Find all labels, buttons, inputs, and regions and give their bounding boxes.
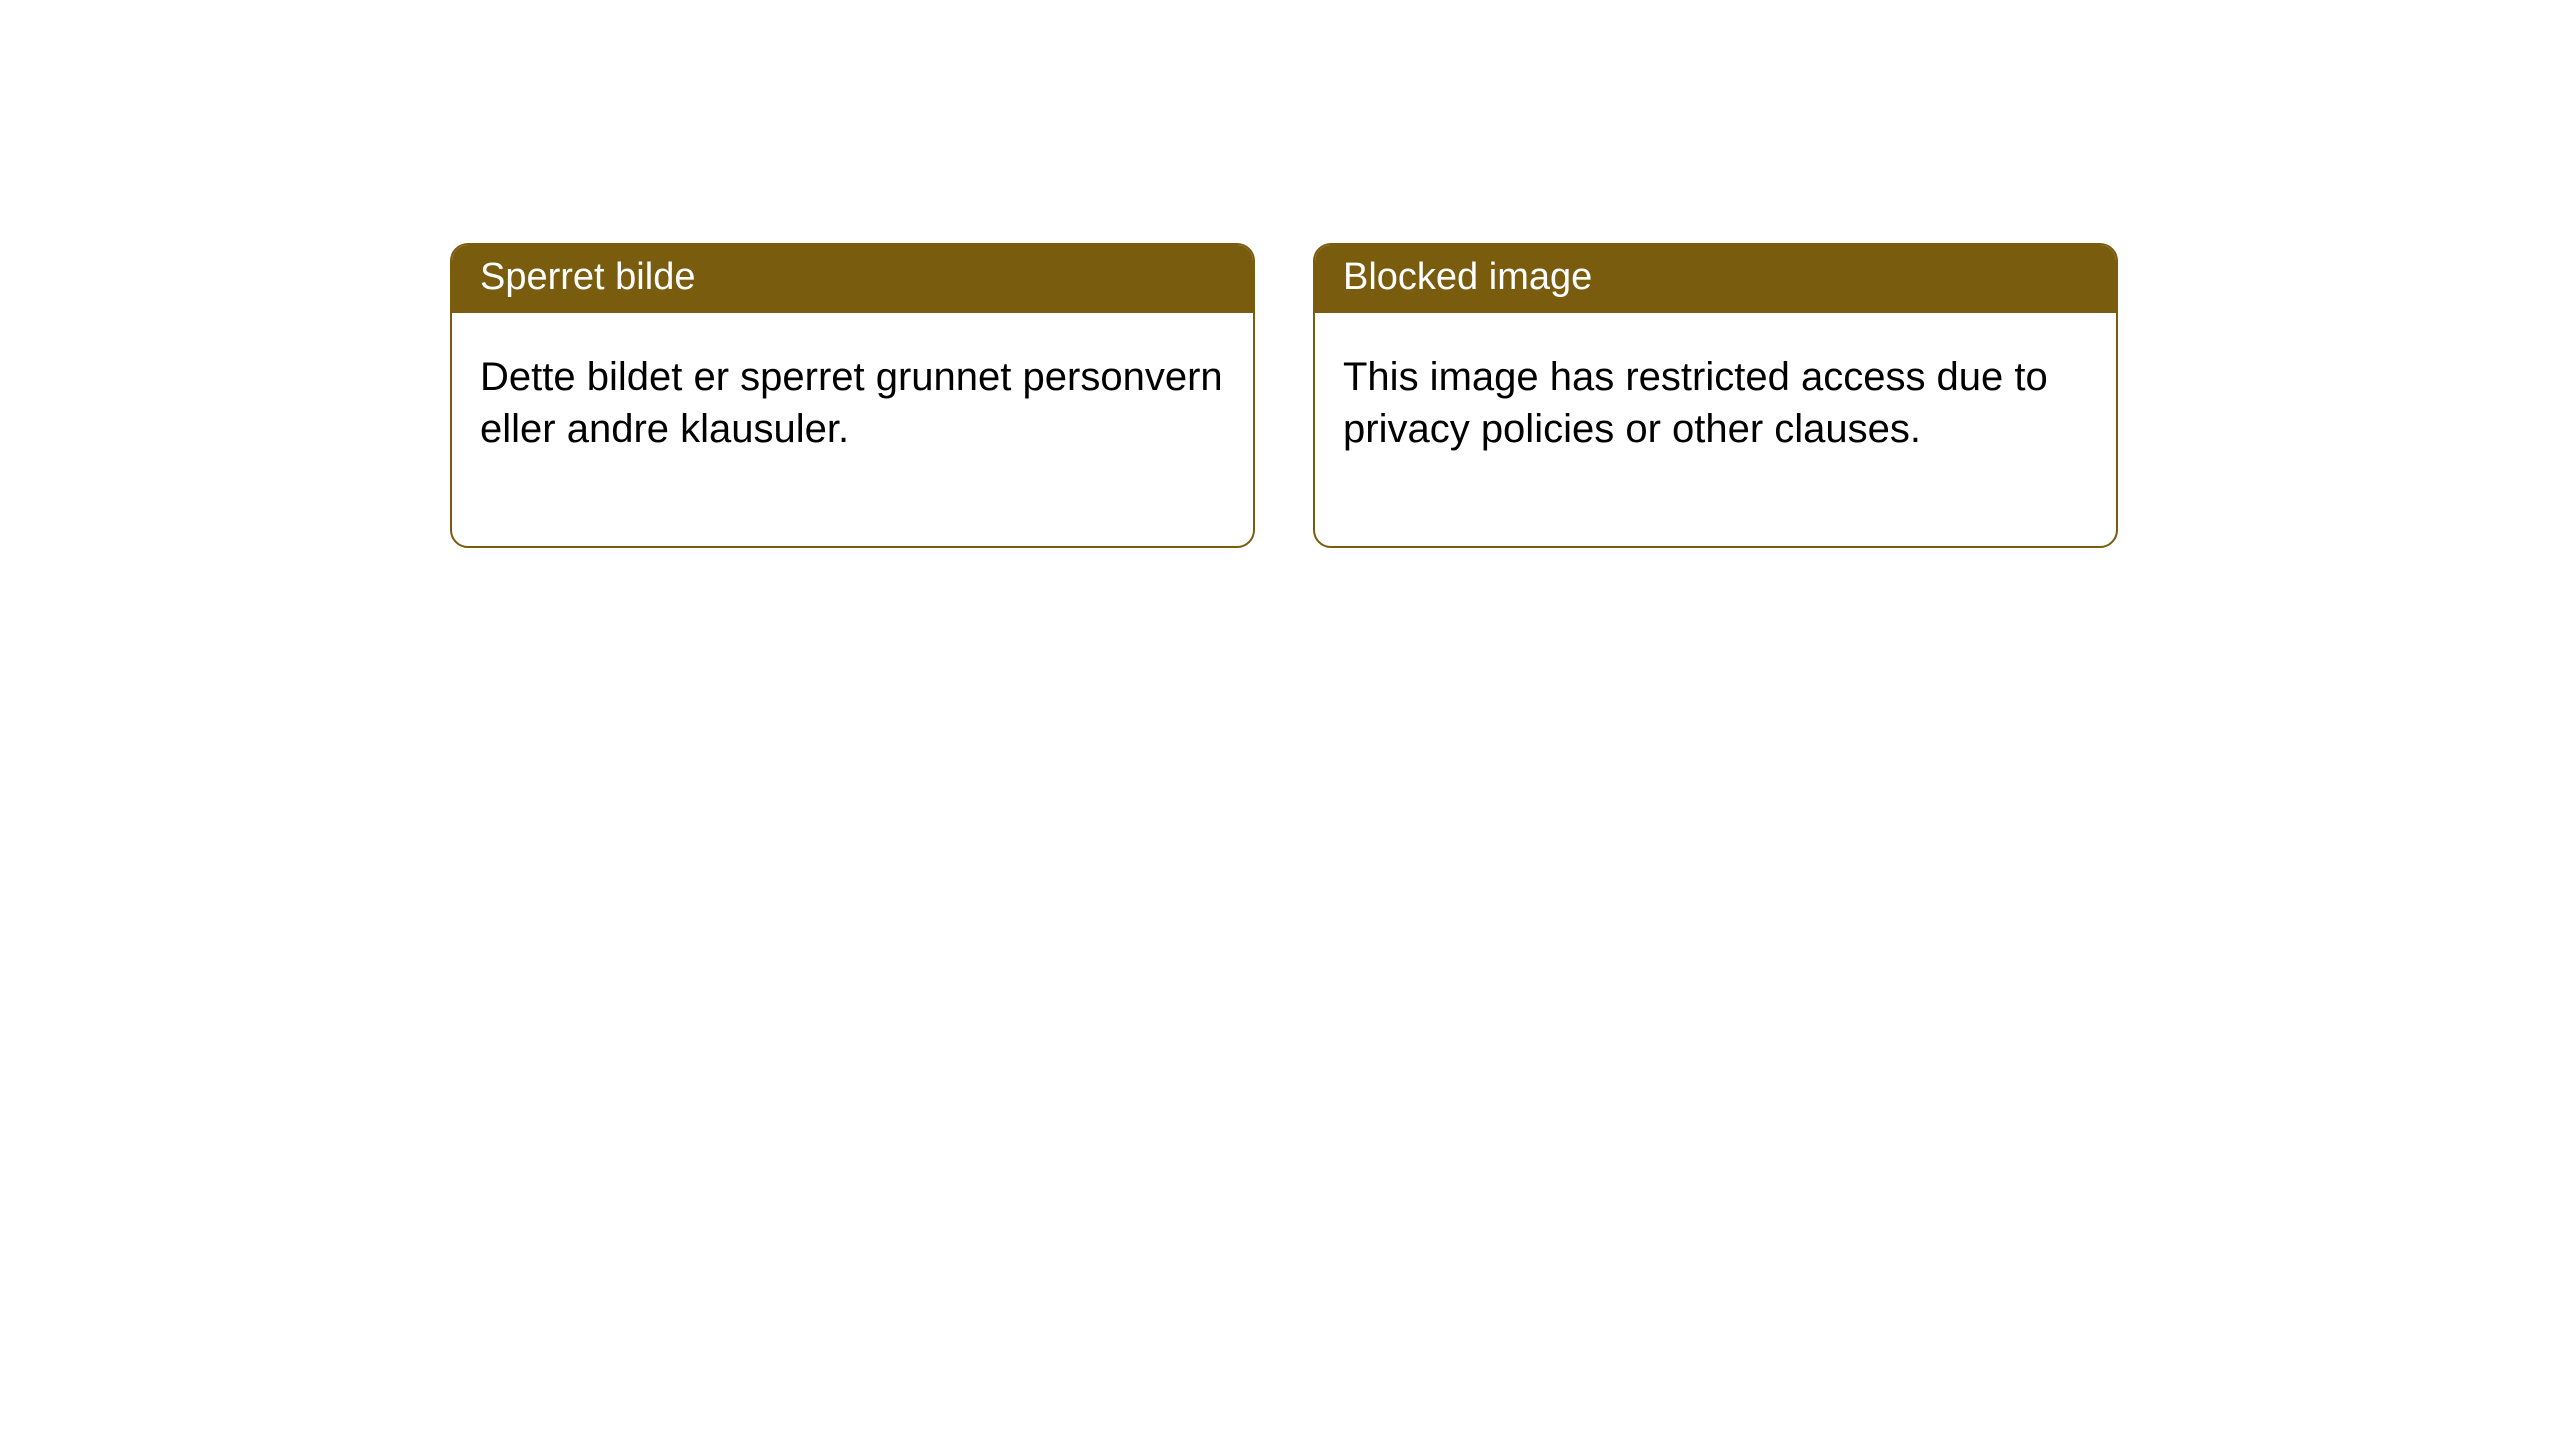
notice-container: Sperret bilde Dette bildet er sperret gr… (0, 0, 2560, 548)
notice-header: Sperret bilde (452, 245, 1253, 313)
notice-body: This image has restricted access due to … (1315, 313, 2116, 547)
notice-header: Blocked image (1315, 245, 2116, 313)
notice-body: Dette bildet er sperret grunnet personve… (452, 313, 1253, 547)
notice-card-english: Blocked image This image has restricted … (1313, 243, 2118, 548)
notice-card-norwegian: Sperret bilde Dette bildet er sperret gr… (450, 243, 1255, 548)
